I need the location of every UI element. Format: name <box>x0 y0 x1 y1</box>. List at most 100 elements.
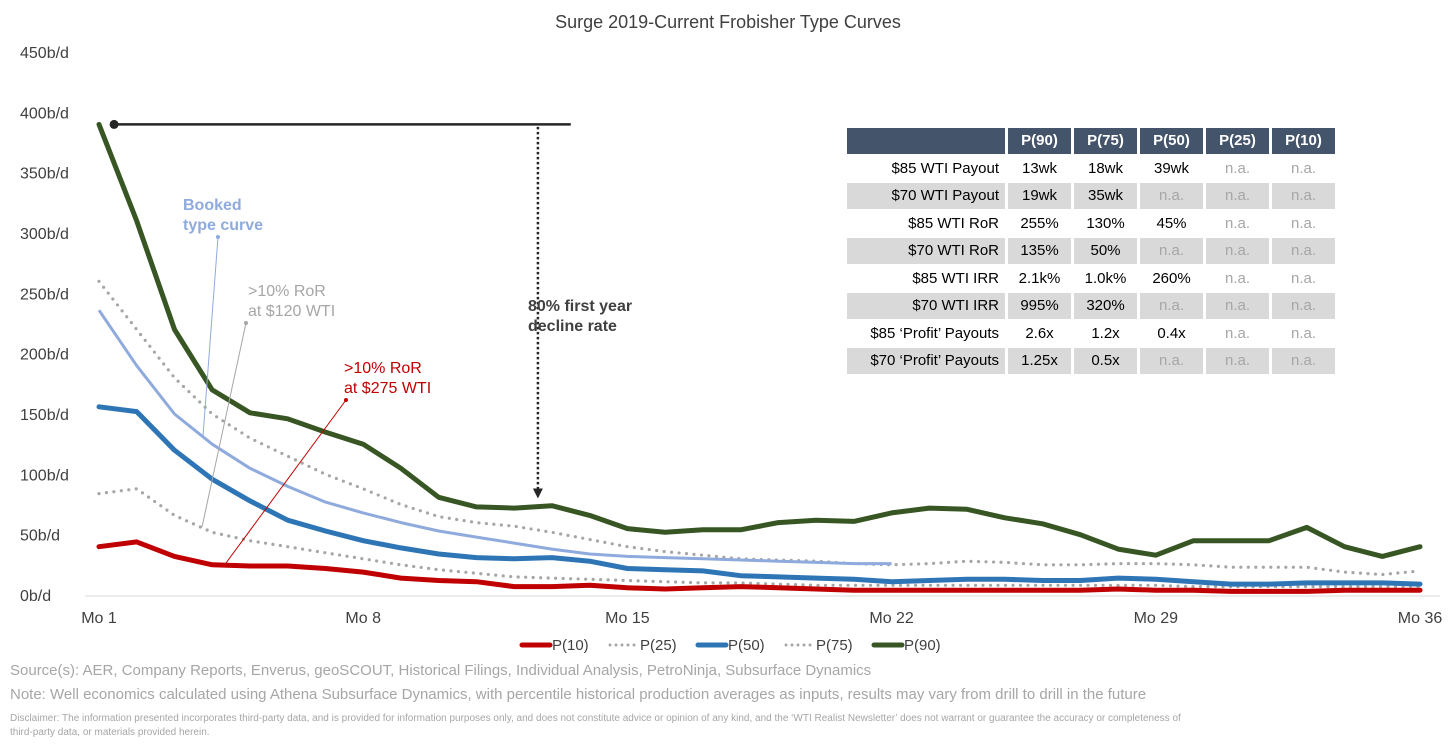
table-cell: 19wk <box>1008 183 1071 209</box>
row-label: $85 WTI Payout <box>891 159 999 177</box>
table-cell: 35wk <box>1074 183 1137 209</box>
table-cell: 0.5x <box>1074 348 1137 374</box>
table-cell: n.a. <box>1290 269 1317 287</box>
row-label: $70 WTI IRR <box>847 293 1005 319</box>
booked-type-curve-line <box>97 309 892 566</box>
table-cell: 1.2x <box>1091 324 1120 342</box>
table-cell: n.a. <box>1272 183 1335 209</box>
table-cell: 50% <box>1074 238 1137 264</box>
table-cell: 995% <box>1008 293 1071 319</box>
table-cell: 1.25x <box>1008 348 1071 374</box>
y-tick-label: 300b/d <box>20 226 69 243</box>
table-cell: n.a. <box>1290 214 1317 232</box>
table-cell: 320% <box>1074 293 1137 319</box>
table-row: $85 WTI RoR 255% 130% 45% n.a. n.a. <box>847 211 1335 237</box>
table-cell: n.a. <box>1224 324 1251 342</box>
table-cell: n.a. <box>1290 324 1317 342</box>
table-cell: n.a. <box>1140 238 1203 264</box>
series-line-p25 <box>97 487 1422 589</box>
table-cell: 18wk <box>1087 159 1124 177</box>
footer-disclaimer-line2: third-party data, or materials provided … <box>10 727 210 738</box>
table-cell: 13wk <box>1021 159 1058 177</box>
booked-leader-line <box>202 236 219 437</box>
table-cell: 1.0k% <box>1084 269 1127 287</box>
y-tick-label: 0b/d <box>20 588 51 605</box>
table-cell: n.a. <box>1224 214 1251 232</box>
table-cell: n.a. <box>1290 159 1317 177</box>
table-cell: n.a. <box>1224 159 1251 177</box>
table-cell: n.a. <box>1272 348 1335 374</box>
table-cell: n.a. <box>1140 293 1203 319</box>
table-header-cell: P(25) <box>1206 128 1269 154</box>
x-tick-label: Mo 22 <box>869 610 914 627</box>
y-tick-label: 350b/d <box>20 166 69 183</box>
table-row: $85 WTI Payout 13wk 18wk 39wk n.a. n.a. <box>847 156 1335 182</box>
table-cell: n.a. <box>1206 183 1269 209</box>
legend-label: P(10) <box>552 637 589 654</box>
legend-label: P(25) <box>640 637 677 654</box>
chart-title: Surge 2019-Current Frobisher Type Curves <box>555 12 901 32</box>
legend-label: P(75) <box>816 637 853 654</box>
x-tick-label: Mo 29 <box>1134 610 1179 627</box>
legend-label: P(90) <box>904 637 941 654</box>
ror275-label-line2: at $275 WTI <box>344 380 431 397</box>
table-cell: 0.4x <box>1157 324 1186 342</box>
y-tick-label: 50b/d <box>20 528 60 545</box>
row-label: $70 WTI RoR <box>847 238 1005 264</box>
series-line-p90 <box>96 121 1423 559</box>
leader-dot <box>244 321 248 325</box>
decline-label-line1: 80% first year <box>528 298 632 315</box>
table-row: $85 WTI IRR 2.1k% 1.0k% 260% n.a. n.a. <box>847 266 1335 292</box>
x-tick-label: Mo 36 <box>1398 610 1443 627</box>
table-header-cell: P(90) <box>1008 128 1071 154</box>
ror120-leader-line <box>201 322 247 528</box>
y-tick-label: 200b/d <box>20 347 69 364</box>
row-label: $85 ‘Profit’ Payouts <box>870 324 999 342</box>
footer-disclaimer-line1: Disclaimer: The information presented in… <box>10 713 1181 724</box>
y-tick-label: 450b/d <box>20 45 69 62</box>
table-cell: n.a. <box>1224 269 1251 287</box>
table-header-row: P(90) P(75) P(50) P(25) P(10) <box>847 128 1335 154</box>
table-cell: 135% <box>1008 238 1071 264</box>
ror120-label-line2: at $120 WTI <box>248 303 335 320</box>
table-cell: n.a. <box>1140 348 1203 374</box>
table-cell: n.a. <box>1272 238 1335 264</box>
y-tick-label: 400b/d <box>20 105 69 122</box>
y-tick-label: 150b/d <box>20 407 69 424</box>
footer-note: Note: Well economics calculated using At… <box>10 686 1147 703</box>
table-cell: n.a. <box>1206 238 1269 264</box>
table-cell: n.a. <box>1206 293 1269 319</box>
table-cell: 255% <box>1020 214 1059 232</box>
table-row: $70 WTI IRR 995% 320% n.a. n.a. n.a. <box>847 293 1335 319</box>
y-tick-label: 250b/d <box>20 286 69 303</box>
table-header-cell <box>847 128 1005 154</box>
decline-arrow-head-icon <box>532 488 543 499</box>
series-line-p10 <box>96 539 1423 594</box>
table-row: $70 WTI RoR 135% 50% n.a. n.a. n.a. <box>847 238 1335 264</box>
footer-sources: Source(s): AER, Company Reports, Enverus… <box>10 662 872 679</box>
leader-dot <box>344 398 348 402</box>
table-cell: 130% <box>1086 214 1125 232</box>
row-label: $70 ‘Profit’ Payouts <box>847 348 1005 374</box>
table-header-cell: P(10) <box>1272 128 1335 154</box>
row-label: $85 WTI RoR <box>908 214 999 232</box>
series-line-p50 <box>96 404 1423 587</box>
x-tick-label: Mo 8 <box>345 610 381 627</box>
economics-table: P(90) P(75) P(50) P(25) P(10) $85 WTI Payout… <box>844 126 1338 376</box>
x-tick-label: Mo 1 <box>81 610 117 627</box>
booked-label-line2: type curve <box>183 217 263 234</box>
ror275-leader-line <box>225 399 347 564</box>
table-cell: 2.6x <box>1025 324 1054 342</box>
ror275-label-line1: >10% RoR <box>344 360 422 377</box>
table-row: $70 WTI Payout 19wk 35wk n.a. n.a. n.a. <box>847 183 1335 209</box>
table-cell: 45% <box>1156 214 1187 232</box>
reference-dot <box>109 119 119 129</box>
ror120-label-line1: >10% RoR <box>248 283 326 300</box>
table-cell: 2.1k% <box>1018 269 1061 287</box>
table-row: $70 ‘Profit’ Payouts 1.25x 0.5x n.a. n.a. n.a… <box>847 348 1335 374</box>
legend-label: P(50) <box>728 637 765 654</box>
table-header-cell: P(75) <box>1074 128 1137 154</box>
table-cell: n.a. <box>1140 183 1203 209</box>
leader-dot <box>216 235 220 239</box>
